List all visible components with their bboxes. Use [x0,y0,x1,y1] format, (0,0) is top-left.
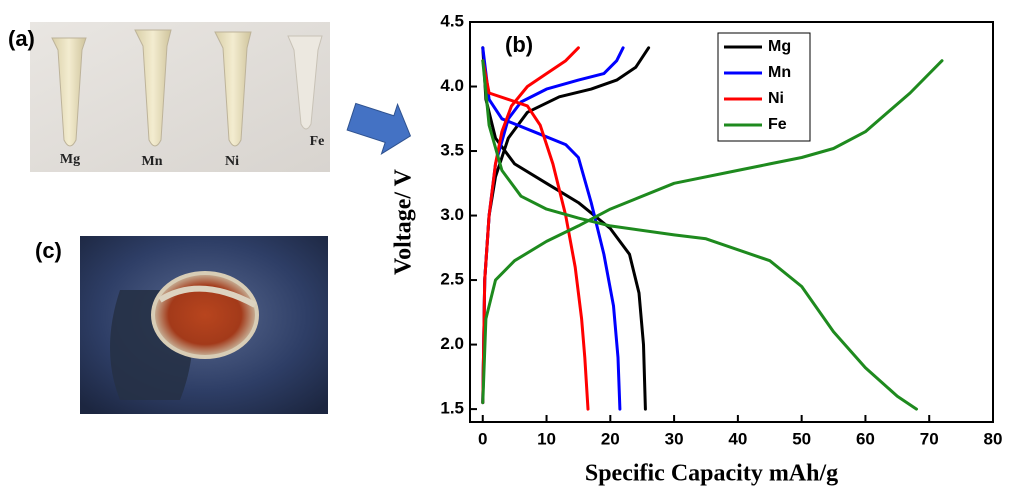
legend-label: Fe [768,116,787,133]
y-tick-label: 3.0 [440,205,464,224]
y-tick-label: 2.5 [440,270,464,289]
figure: (a) (c) Mg Mn Ni Fe 0 10 20 30 40 50 60 70 80 1.5 2.0 2… [0,0,1010,492]
y-tick-label: 4.0 [440,76,464,95]
y-tick-label: 2.0 [440,334,464,353]
y-tick-label: 3.5 [440,141,464,160]
legend-label: Mg [768,38,791,55]
photo-label: Mn [142,154,163,169]
y-tick-label: 4.5 [440,11,464,30]
y-tick-label: 1.5 [440,399,464,418]
panel-label: (a) [8,26,35,51]
photo-label: Fe [310,134,325,149]
x-tick-label: 0 [478,429,487,448]
panel-label: (c) [35,238,62,263]
photo-label: Ni [225,154,239,169]
series-line [483,61,942,409]
x-tick-label: 70 [920,429,939,448]
photo-label: Mg [60,152,80,167]
x-axis-title: Specific Capacity mAh/g [585,461,838,487]
x-tick-label: 80 [984,429,1003,448]
x-tick-label: 40 [728,429,747,448]
y-axis-title: Voltage/ V [391,168,417,275]
legend-label: Ni [768,90,784,107]
legend-label: Mn [768,64,791,81]
x-tick-label: 50 [792,429,811,448]
photo-c [80,236,328,414]
series-line [483,48,623,409]
photo-a [30,22,330,172]
x-tick-label: 60 [856,429,875,448]
panel-label: (b) [505,32,533,57]
x-tick-label: 20 [601,429,620,448]
arrow [343,92,418,161]
x-tick-label: 30 [665,429,684,448]
x-tick-label: 10 [537,429,556,448]
